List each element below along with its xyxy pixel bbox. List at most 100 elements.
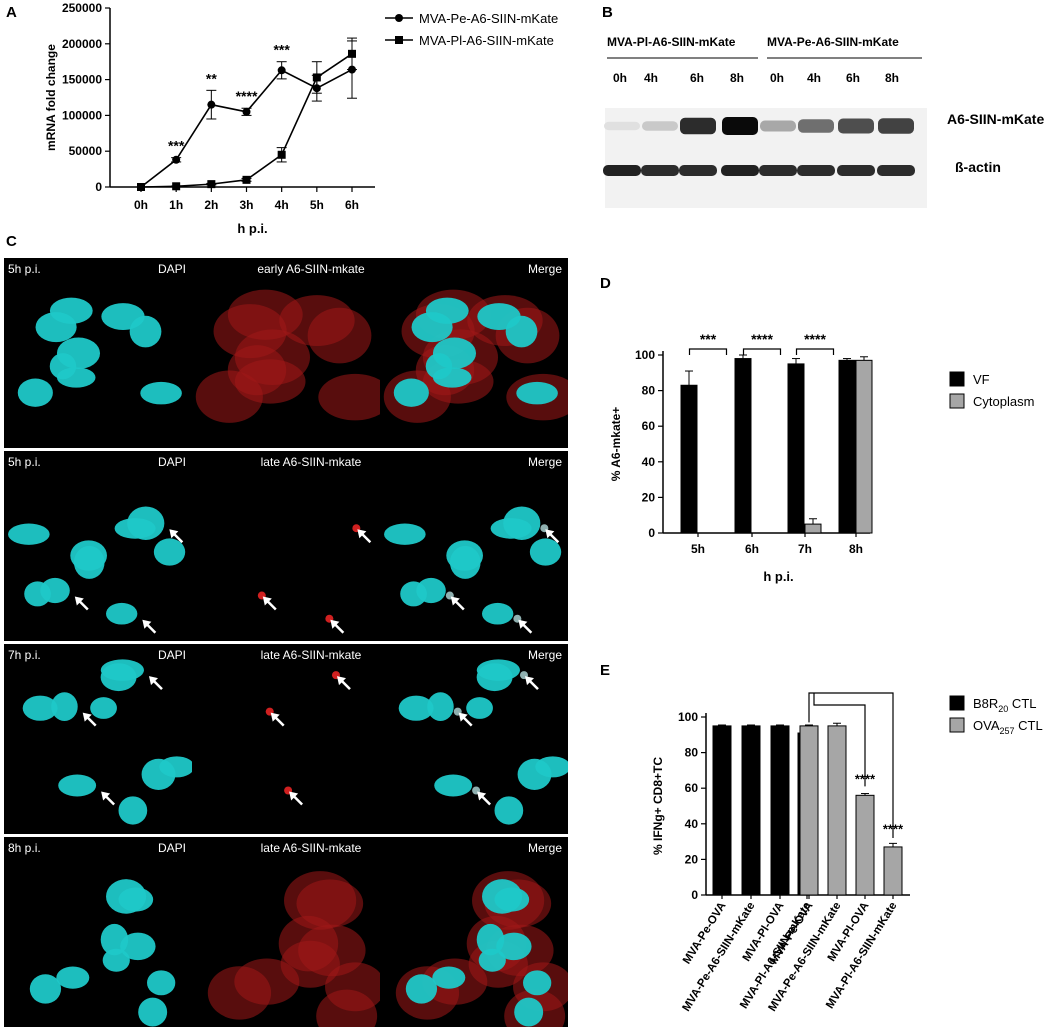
x-tick-label: 6h (345, 198, 359, 212)
nucleus (535, 756, 568, 778)
blot-band-actin (759, 165, 797, 176)
nucleus (140, 381, 182, 405)
x-tick-label: 5h (310, 198, 324, 212)
arrow-head (524, 676, 534, 686)
micrograph-channel-label: late A6-SIIN-mkate (261, 841, 362, 855)
y-tick-label: 100000 (62, 108, 102, 122)
legend-marker (395, 14, 403, 22)
blot-lane-label: 8h (885, 71, 899, 85)
nucleus (476, 663, 513, 692)
nucleus (17, 378, 53, 407)
nucleus (490, 518, 532, 539)
bar (787, 363, 805, 534)
bar (827, 725, 847, 896)
cytoplasm-signal (227, 345, 287, 396)
micrograph-background (192, 644, 380, 834)
blot-band-target (878, 118, 914, 134)
bar (741, 725, 761, 896)
y-tick-label: 100 (678, 710, 698, 724)
legend-label: OVA257 CTL (973, 718, 1043, 736)
legend-label-tail: CTL (1008, 696, 1036, 711)
nucleus (529, 538, 562, 566)
legend-label: MVA-Pl-A6-SIIN-mKate (419, 33, 554, 48)
blot-band-actin (641, 165, 679, 176)
nucleus (478, 948, 506, 972)
nucleus (106, 879, 147, 914)
data-point (312, 73, 321, 82)
nucleus (129, 315, 162, 348)
significance-label: **** (751, 331, 773, 347)
blot-band-target (680, 117, 716, 135)
arrow-head (330, 619, 340, 629)
micrograph-channel-label: DAPI (158, 648, 186, 662)
bar (804, 523, 822, 534)
nucleus (411, 312, 453, 343)
micrograph-mkate: late A6-SIIN-mkate (192, 644, 380, 834)
y-tick-label: 0 (648, 526, 655, 540)
arrow-head (270, 712, 280, 722)
micrograph-merge: Merge (380, 258, 568, 448)
cytoplasm-signal (213, 304, 287, 359)
blot-band-actin (877, 165, 915, 176)
legend-label: B8R20 CTL (973, 696, 1036, 714)
nucleus (138, 997, 168, 1027)
micrograph-background (192, 451, 380, 641)
nucleus (24, 581, 51, 607)
data-point (242, 175, 251, 184)
nucleus (70, 540, 107, 571)
data-point (172, 155, 181, 164)
nucleus (153, 538, 186, 566)
legend-swatch (949, 717, 965, 733)
x-tick-label: 2h (204, 198, 218, 212)
blot-band-target (722, 117, 758, 135)
micrograph-channel-label: DAPI (158, 841, 186, 855)
y-tick-label: 100 (635, 348, 655, 362)
micrograph-mkate: early A6-SIIN-mkate (192, 258, 380, 448)
nucleus (118, 796, 148, 825)
x-tick-label: 4h (275, 198, 289, 212)
x-axis-label: h p.i. (237, 221, 267, 236)
micrograph-channel-label: Merge (528, 262, 562, 276)
y-tick-label: 250000 (62, 1, 102, 15)
micrograph-channel-label: DAPI (158, 455, 186, 469)
legend-label-subscript: 257 (1000, 726, 1015, 736)
significance-label: *** (700, 331, 717, 347)
y-tick-label: 50000 (69, 144, 103, 158)
arrow-head (74, 596, 84, 606)
cytoplasm-signal (298, 924, 366, 977)
y-axis-label: % IFNg+ CD8+TC (651, 757, 665, 855)
y-tick-label: 150000 (62, 73, 102, 87)
significance-bracket (808, 692, 894, 839)
data-point (207, 100, 216, 109)
bar (799, 725, 819, 896)
arrow-head (545, 529, 555, 539)
arrow-head (450, 596, 460, 606)
nucleus (120, 932, 156, 961)
micrograph-time-label: 5h p.i. (8, 455, 41, 469)
y-tick-label: 40 (642, 455, 656, 469)
micrograph-dapi: 7h p.i. DAPI (4, 644, 192, 834)
blot-band-actin (603, 165, 641, 176)
blot-band-target (642, 121, 678, 131)
x-tick-label: 0h (134, 198, 148, 212)
significance-label: **** (236, 88, 258, 104)
data-point (207, 180, 216, 189)
nucleus (51, 692, 78, 721)
blot-band-target (838, 118, 874, 134)
arrow-head (101, 791, 111, 801)
micrograph-merge: Merge (380, 837, 568, 1027)
arrow-head (458, 712, 468, 722)
nucleus (514, 997, 544, 1027)
micrograph-background (380, 644, 568, 834)
microscopy-grid: 5h p.i. DAPI early A6-SIIN-mkate Merge 5h p.… (4, 258, 570, 1028)
legend-marker (395, 36, 403, 44)
blot-lane-label: 6h (846, 71, 860, 85)
blot-band-target (760, 120, 796, 132)
y-tick-label: 20 (642, 490, 656, 504)
cytoplasm-signal (318, 373, 380, 421)
micrograph-dapi: 5h p.i. DAPI (4, 451, 192, 641)
legend-label-main: B8R (973, 696, 998, 711)
legend-label-subscript: 20 (998, 704, 1008, 714)
data-point (348, 49, 356, 58)
